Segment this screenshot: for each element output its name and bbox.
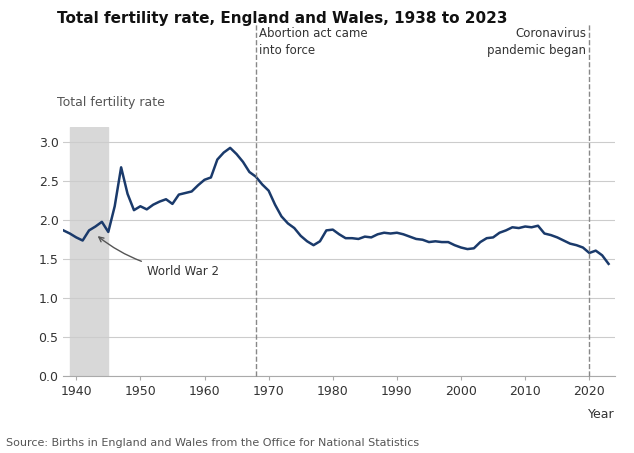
Text: Abortion act came
into force: Abortion act came into force bbox=[259, 27, 368, 57]
Text: Source: Births in England and Wales from the Office for National Statistics: Source: Births in England and Wales from… bbox=[6, 439, 420, 448]
Text: Total fertility rate: Total fertility rate bbox=[57, 96, 165, 109]
Text: Coronavirus
pandemic began: Coronavirus pandemic began bbox=[487, 27, 586, 57]
Text: Year: Year bbox=[588, 408, 615, 421]
Text: Total fertility rate, England and Wales, 1938 to 2023: Total fertility rate, England and Wales,… bbox=[57, 11, 508, 26]
Text: World War 2: World War 2 bbox=[99, 237, 219, 278]
Bar bbox=[70, 127, 108, 376]
